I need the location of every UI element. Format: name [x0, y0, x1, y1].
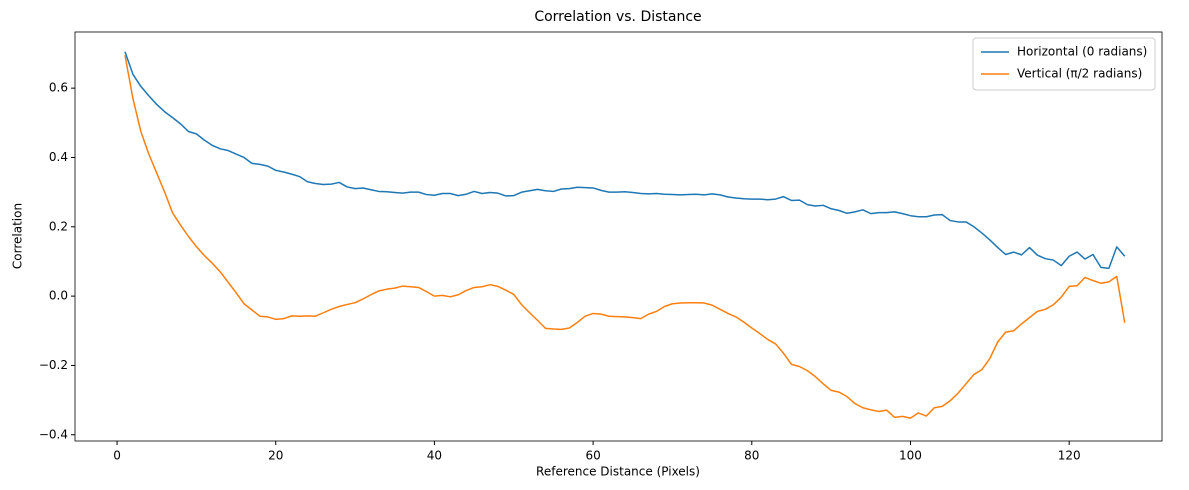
legend-label: Horizontal (0 radians)	[1017, 45, 1147, 59]
x-tick-label: 40	[427, 449, 442, 463]
x-tick-label: 0	[113, 449, 121, 463]
series-line	[124, 55, 1126, 419]
x-tick-label: 100	[899, 449, 922, 463]
y-tick-label: 0.4	[49, 150, 68, 164]
legend-label: Vertical (π/2 radians)	[1017, 67, 1142, 81]
x-tick-label: 80	[744, 449, 759, 463]
y-tick-label: 0.6	[49, 81, 68, 95]
y-tick-label: 0.2	[49, 219, 68, 233]
y-tick-label: −0.4	[39, 427, 68, 441]
x-tick-label: 60	[585, 449, 600, 463]
y-axis-label: Correlation	[11, 203, 25, 269]
y-tick-label: 0.0	[49, 289, 68, 303]
plot-frame	[74, 31, 1163, 442]
series-line	[124, 51, 1126, 270]
legend-box	[972, 37, 1156, 91]
x-tick-label: 120	[1058, 449, 1081, 463]
x-tick-label: 20	[268, 449, 283, 463]
y-tick-label: −0.2	[39, 358, 68, 372]
x-axis-label: Reference Distance (Pixels)	[536, 465, 700, 479]
chart-title: Correlation vs. Distance	[534, 9, 701, 25]
